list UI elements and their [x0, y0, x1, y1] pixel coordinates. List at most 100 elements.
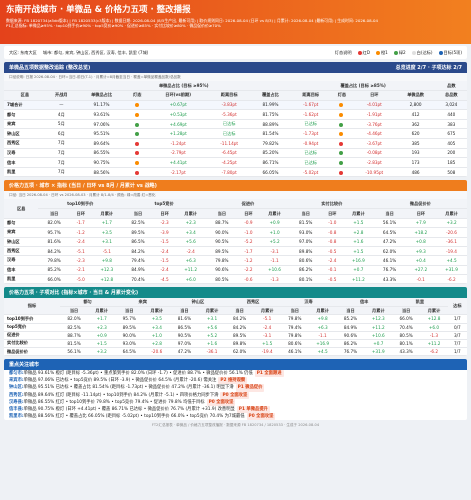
cell: 80.5% [206, 274, 238, 285]
legend-label: 目标(5项) [443, 49, 463, 55]
city-header: 都匀 [59, 298, 116, 308]
cell: 86.55% [76, 148, 127, 159]
cell: +1.28pt [148, 128, 208, 140]
row: 来宾 5月 97.06% +4.69pt 已达标 88.89% 已达标 -3.76pt 362 3… [4, 119, 467, 130]
light-cell [126, 148, 149, 159]
city: 西秀区: [9, 392, 24, 398]
cell: 80.5% [392, 331, 421, 340]
light-cell [330, 119, 354, 130]
cell: 95.7% [115, 314, 144, 324]
legend-item: 白(达标) [411, 50, 433, 56]
title: 东南开战城市 · 单微品 & 价格力五项 · 整改播报 [6, 5, 191, 15]
tag: P0 全面攻坚 [220, 391, 250, 399]
cell: -2.4 [153, 265, 176, 276]
group-header: 覆盖占比 (目标 ≥85%) [290, 81, 436, 92]
cell: -2.3 [153, 218, 176, 229]
sub-header: 日环 [237, 208, 260, 219]
cell: 已达标 [207, 128, 251, 140]
cell: 86.5% [170, 323, 199, 332]
city: 都匀市: [9, 371, 24, 377]
column-header: 单微品数 [395, 90, 436, 101]
cell: 4月 [45, 109, 77, 120]
cell: 405 [435, 138, 467, 149]
cell: +5.2 [198, 331, 226, 340]
focus-item: 西秀区:单微品 89.64% 红灯 (距目标 -11.14pt) • top10… [4, 391, 467, 399]
cell: 70.4% [122, 274, 154, 285]
cell: 86.2% [289, 265, 322, 276]
light-cell [126, 128, 149, 140]
cell: 7月 [45, 148, 77, 159]
text: 单微品 97.06% 已达标 • top5竞价 89.5% (日环 -3.9) … [23, 378, 217, 384]
cell: -0.1 [321, 265, 344, 276]
cell: -5.1 [253, 314, 281, 324]
cell: -2.83pt [353, 157, 396, 168]
cell: 实付比较价 [4, 339, 60, 349]
cell: 173 [395, 157, 436, 168]
cell: +11.2 [343, 274, 374, 285]
cell: -2.3 [69, 255, 92, 266]
table: 单微品占比 (目标 ≥95%) 覆盖占比 (目标 ≥85%) 品数 区县 开战月 单微品占… [4, 81, 467, 178]
cell: -1.3 [259, 274, 290, 285]
cell: -1.3 [420, 331, 448, 340]
sub-header: 月累计 [143, 306, 171, 316]
cell: -0.6 [237, 274, 260, 285]
cell: +4.41pt [148, 157, 208, 168]
sub-header: 当日 [225, 306, 254, 316]
sub-header: 当日 [336, 306, 365, 316]
cell: 82.0% [59, 314, 89, 324]
cell: 1/7 [447, 314, 467, 324]
meta: 数据来源: FB 1820734(a5dd版本) | FB 1820533(c3… [6, 18, 378, 23]
tag: P1 微品促价 [235, 384, 265, 392]
cell: -0.9 [237, 218, 260, 229]
metric-header: 微品促价价 [373, 199, 467, 210]
city-header: 西秀区 [225, 298, 281, 308]
cell: -6.2 [420, 347, 448, 357]
section-title: 重点关注城市 [9, 362, 40, 369]
corner: 指标 [4, 298, 60, 316]
sub-header: 日环 [321, 208, 344, 219]
row: 西秀区 7月 89.64% -1.24pt -11.14pt 79.82% -0.94pt -… [4, 138, 467, 149]
legend-item: 目标(5项) [438, 49, 463, 56]
note: P1汇总指标: 单微品≥95% · top10到手价≥90% · top5竞价≥… [6, 23, 221, 29]
sub-header: 月累计 [253, 306, 281, 316]
section: 价格力五项 · 城市 × 指标 (当日 / 日环 vs 8月 / 月累计 vs … [4, 180, 467, 285]
light-cell [330, 100, 354, 111]
cell: -36.1 [436, 237, 467, 247]
cell: 93.61% [76, 109, 127, 120]
cell: 93.0% [115, 339, 144, 349]
cell: 0/7 [447, 323, 467, 332]
cell: +6.3 [175, 255, 207, 266]
cell: -1.5 [153, 255, 176, 266]
cell: -2.4 [321, 255, 344, 266]
cell: -3.67pt [353, 138, 396, 149]
legend-item: 橙1 [375, 50, 388, 56]
sub-header: 当日 [289, 208, 322, 219]
light-cell [126, 157, 149, 168]
cell: +9.8 [91, 255, 123, 266]
cell: 信丰 [4, 157, 46, 168]
cell: 46.1% [280, 347, 309, 357]
legend-title: 灯态说明 [334, 49, 352, 55]
cell: 80.1% [289, 274, 322, 285]
text: 单微品 90.75% 橙灯 (日环 +4.41pt) • 覆盖 86.71% 已… [23, 406, 235, 412]
cell: 76.7% [336, 347, 365, 357]
cell: 97.06% [76, 119, 127, 130]
cell: 凯里 [4, 274, 39, 285]
tag: P0 全面攻坚 [246, 412, 276, 420]
footer: FT2汇总报表 · 单微品 / 价格力五项整改播报 · 数据来源 FB 1820… [151, 422, 320, 427]
cell: 79.8% [280, 331, 309, 340]
city: 来宾市: [9, 378, 24, 384]
text: 单微品 93.61% 橙灯 (距目标 -5.36pt) • 重点策到手价 82.… [23, 371, 253, 377]
light [134, 161, 139, 166]
cell: 钟山区 [4, 128, 46, 140]
cell: -1.2 [69, 227, 92, 238]
cell: 来宾 [4, 227, 39, 238]
cell: +3.5 [143, 314, 171, 324]
city-header: 信丰 [336, 298, 393, 308]
cell: 钟山区 [4, 237, 39, 247]
cell: +18.2 [405, 227, 437, 238]
sub-header: 日环 [69, 208, 92, 219]
cell: -0.1 [405, 274, 437, 285]
cell: +0.9 [259, 218, 290, 229]
